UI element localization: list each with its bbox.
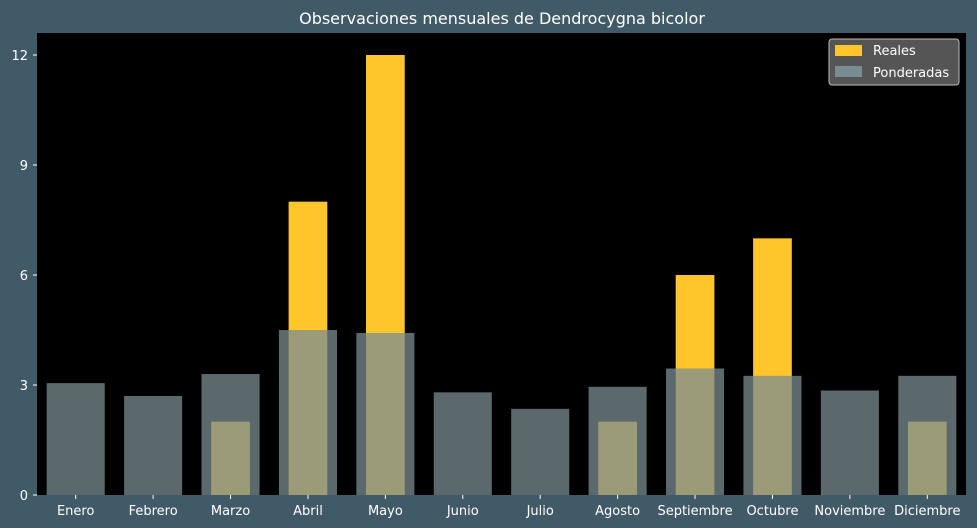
x-tick-label: Marzo <box>211 504 250 519</box>
bar-ponderadas <box>46 383 105 495</box>
bar-ponderadas <box>278 330 337 495</box>
x-tick-label: Septiembre <box>657 504 732 519</box>
legend: Reales Ponderadas <box>828 38 960 86</box>
x-tick-label: Enero <box>57 504 95 519</box>
bar-ponderadas <box>820 390 879 495</box>
bar-ponderadas <box>588 386 647 495</box>
y-axis: 0 3 6 9 12 <box>11 49 37 504</box>
bar-ponderadas <box>898 375 957 495</box>
y-tick-label: 6 <box>20 269 28 284</box>
legend-label-reales: Reales <box>873 44 916 59</box>
y-tick-label: 3 <box>20 379 28 394</box>
x-tick-label: Noviembre <box>814 504 885 519</box>
x-tick-label: Agosto <box>595 504 640 519</box>
bar-ponderadas <box>511 408 570 495</box>
real-bars <box>46 55 957 496</box>
y-tick-label: 9 <box>20 159 28 174</box>
x-tick-label: Febrero <box>129 504 178 519</box>
x-tick-label: Abril <box>293 504 323 519</box>
y-tick-label: 0 <box>20 489 28 504</box>
legend-swatch-ponderadas <box>835 66 862 77</box>
chart-title: Observaciones mensuales de Dendrocygna b… <box>299 9 705 28</box>
x-tick-label: Octubre <box>746 504 798 519</box>
bar-ponderadas <box>124 396 183 495</box>
bar-ponderadas <box>433 392 492 495</box>
x-tick-label: Julio <box>526 504 554 519</box>
y-tick-label: 12 <box>11 49 28 64</box>
x-tick-label: Mayo <box>368 504 403 519</box>
plot-area <box>37 33 966 495</box>
bar-ponderadas <box>666 368 725 495</box>
bar-ponderadas <box>356 332 415 495</box>
legend-label-ponderadas: Ponderadas <box>873 66 949 81</box>
x-axis: Enero Febrero Marzo Abril Mayo Junio Julio Agos… <box>57 495 960 519</box>
bar-ponderadas <box>201 374 260 495</box>
x-tick-label: Diciembre <box>894 504 960 519</box>
legend-swatch-reales <box>835 45 862 56</box>
x-tick-label: Junio <box>446 504 479 519</box>
bar-ponderadas <box>743 375 802 495</box>
